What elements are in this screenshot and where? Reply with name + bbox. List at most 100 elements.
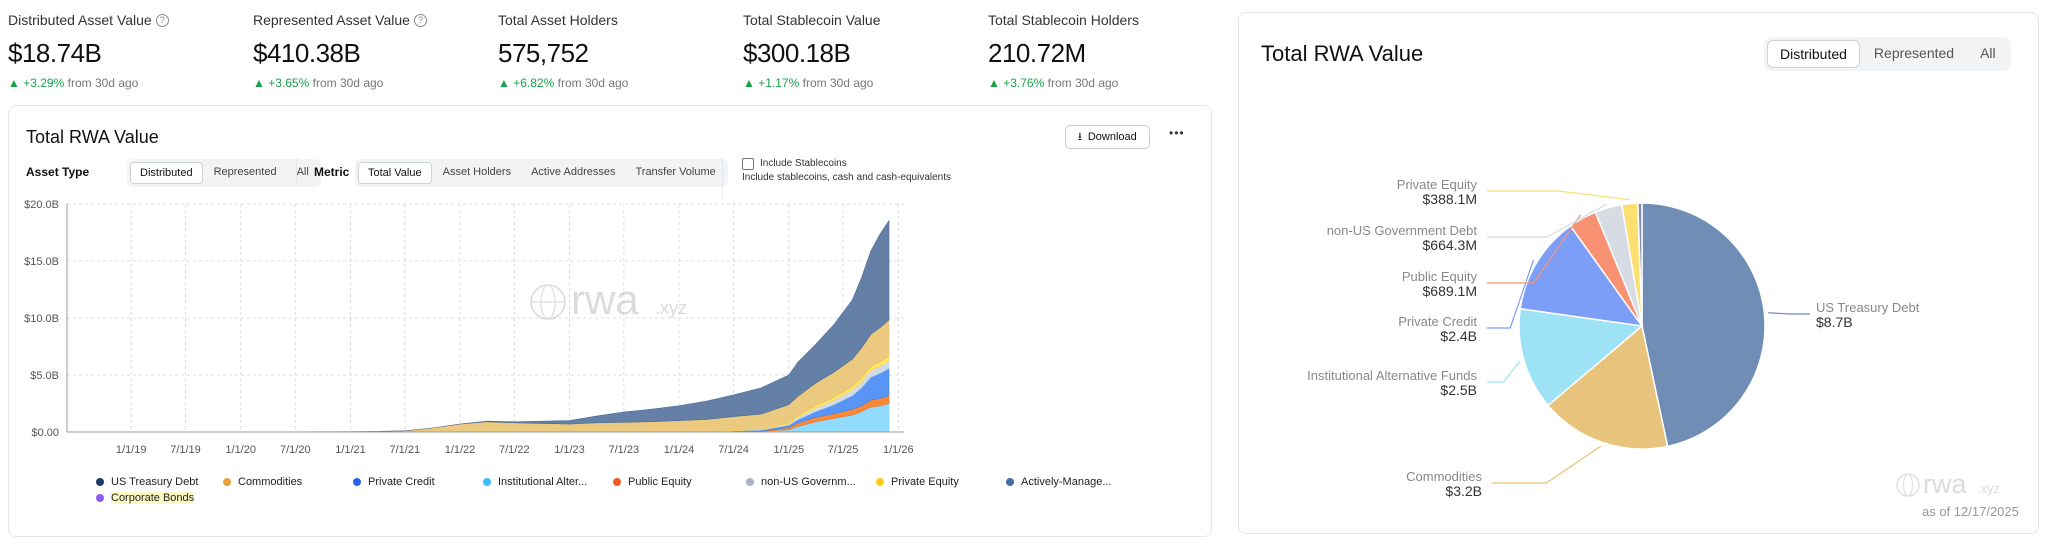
y-tick-label: $5.0B: [30, 370, 59, 382]
download-label: Download: [1087, 131, 1137, 143]
pie-label-value: $8.7B: [1816, 314, 1853, 330]
y-tick-label: $15.0B: [24, 256, 59, 268]
pie-label: US Treasury Debt $8.7B: [1816, 300, 1919, 330]
x-tick-label: 1/1/19: [116, 444, 147, 456]
up-arrow-icon: ▲: [498, 76, 510, 90]
asset-type-represented[interactable]: Represented: [213, 166, 277, 178]
legend-label: Private Equity: [891, 476, 959, 488]
x-tick-label: 7/1/21: [390, 444, 421, 456]
pie-label-value: $388.1M: [1422, 191, 1477, 207]
rwa-watermark: rwa .xyz: [1896, 469, 2000, 499]
legend-label: Corporate Bonds: [111, 492, 195, 504]
watermark-suffix: .xyz: [655, 298, 687, 318]
pie-label-value: $689.1M: [1422, 283, 1477, 299]
legend-item[interactable]: Private Equity: [876, 476, 959, 488]
stat-change-suffix: from 30d ago: [67, 76, 139, 90]
x-tick-label: 1/1/25: [774, 444, 805, 456]
up-arrow-icon: ▲: [988, 76, 1000, 90]
legend-item[interactable]: US Treasury Debt: [96, 476, 198, 488]
metric-active-addresses[interactable]: Active Addresses: [531, 166, 616, 178]
stat-value: 210.72M: [988, 38, 1086, 68]
stat-change-suffix: from 30d ago: [1047, 76, 1119, 90]
pie-chart: rwa .xyz: [1487, 190, 2000, 499]
metric-toggle: Total Value Asset Holders Active Address…: [355, 159, 728, 187]
pie-label-name: Private Credit: [1398, 314, 1477, 329]
x-tick-label: 7/1/25: [828, 444, 859, 456]
pie-slice-other: [1637, 202, 1643, 327]
help-icon[interactable]: ?: [155, 13, 169, 27]
pie-asset-type-toggle: Distributed Represented All: [1764, 37, 2011, 71]
x-tick-label: 1/1/21: [335, 444, 366, 456]
pie-label-value: $2.5B: [1440, 382, 1477, 398]
legend-label: Public Equity: [628, 476, 692, 488]
stat-distributed-asset-value: Distributed Asset Value? $18.74B ▲ +3.29…: [8, 10, 248, 90]
pie-label-name: Institutional Alternative Funds: [1307, 368, 1477, 383]
pie-toggle-distributed[interactable]: Distributed: [1767, 40, 1860, 68]
pie-label-name: Public Equity: [1401, 269, 1477, 284]
asset-type-all[interactable]: All: [296, 166, 309, 178]
asset-type-toggle: Distributed Represented All: [127, 159, 321, 187]
asset-type-label: Asset Type: [26, 165, 90, 179]
pie-toggle-all[interactable]: All: [1980, 45, 1996, 61]
area-series-commodities: [67, 319, 890, 433]
legend-item[interactable]: Private Credit: [353, 476, 435, 488]
legend-swatch: [876, 478, 884, 486]
stat-label: Total Stablecoin Value: [743, 12, 881, 28]
x-tick-label: 1/1/22: [445, 444, 476, 456]
include-stablecoins-checkbox[interactable]: [742, 158, 754, 170]
pie-label-value: $2.4B: [1440, 328, 1477, 344]
x-tick-label: 7/1/24: [718, 444, 749, 456]
download-icon: ⭳: [1078, 130, 1082, 143]
pie-label-name: non-US Government Debt: [1326, 223, 1477, 238]
legend-item[interactable]: Commodities: [223, 476, 302, 488]
up-arrow-icon: ▲: [253, 76, 265, 90]
pie-label-name: US Treasury Debt: [1816, 300, 1920, 315]
stat-change: +3.29%: [23, 76, 65, 90]
x-tick-label: 1/1/24: [664, 444, 695, 456]
stat-represented-asset-value: Represented Asset Value? $410.38B ▲ +3.6…: [253, 10, 493, 90]
pie-leader-line: [1492, 445, 1602, 484]
pie-label-name: Commodities: [1406, 469, 1482, 484]
legend-item[interactable]: non-US Governm...: [746, 476, 856, 488]
x-tick-label: 1/1/26: [883, 444, 914, 456]
y-tick-label: $0.00: [31, 427, 59, 439]
metric-transfer-volume[interactable]: Transfer Volume: [635, 166, 716, 178]
pie-leader-lines: [1487, 190, 1810, 484]
legend-item[interactable]: Institutional Alter...: [483, 476, 587, 488]
globe-icon: [1896, 473, 1920, 497]
legend-swatch: [96, 494, 104, 502]
stat-value: $410.38B: [253, 38, 361, 68]
stat-change-suffix: from 30d ago: [802, 76, 874, 90]
as-of-date: as of 12/17/2025: [1922, 504, 2019, 519]
pie-slice-institutional-alternative-funds: [1518, 307, 1644, 407]
legend-item[interactable]: Corporate Bonds: [96, 492, 195, 504]
up-arrow-icon: ▲: [743, 76, 755, 90]
legend-item[interactable]: Actively-Manage...: [1006, 476, 1111, 488]
legend-label: Actively-Manage...: [1021, 476, 1112, 488]
stat-label: Distributed Asset Value: [8, 12, 152, 28]
asset-type-distributed[interactable]: Distributed: [130, 162, 203, 184]
pie-label: Public Equity $689.1M: [1402, 269, 1477, 299]
y-tick-label: $10.0B: [24, 313, 59, 325]
metric-total-value[interactable]: Total Value: [358, 162, 432, 184]
pie-slices: [1518, 202, 1766, 450]
stat-total-stablecoin-holders: Total Stablecoin Holders 210.72M ▲ +3.76…: [988, 10, 1228, 90]
help-icon[interactable]: ?: [413, 13, 427, 27]
more-options-icon[interactable]: •••: [1169, 126, 1185, 140]
legend-swatch: [1006, 478, 1014, 486]
stat-total-stablecoin-value: Total Stablecoin Value $300.18B ▲ +1.17%…: [743, 10, 983, 90]
legend-item[interactable]: Public Equity: [613, 476, 692, 488]
metric-asset-holders[interactable]: Asset Holders: [442, 166, 512, 178]
pie-slice-us-treasury-debt: [1641, 202, 1766, 448]
include-stablecoins-description: Include stablecoins, cash and cash-equiv…: [742, 172, 952, 183]
chart-axes: $0.00 $5.0B $10.0B $15.0B $20.0B 1/1/19 7/1/19…: [24, 199, 913, 456]
pie-label: Commodities $3.2B: [1406, 469, 1482, 499]
legend-swatch: [613, 478, 621, 486]
watermark-text: rwa: [1923, 469, 1967, 499]
pie-leader-line: [1487, 214, 1582, 284]
download-button[interactable]: ⭳ Download: [1065, 125, 1150, 149]
pie-toggle-represented[interactable]: Represented: [1873, 45, 1955, 61]
pie-label: Institutional Alternative Funds $2.5B: [1307, 368, 1477, 398]
rwa-area-chart-card: Total RWA Value ⭳ Download ••• Asset Typ…: [8, 105, 1212, 537]
stat-change-suffix: from 30d ago: [557, 76, 629, 90]
